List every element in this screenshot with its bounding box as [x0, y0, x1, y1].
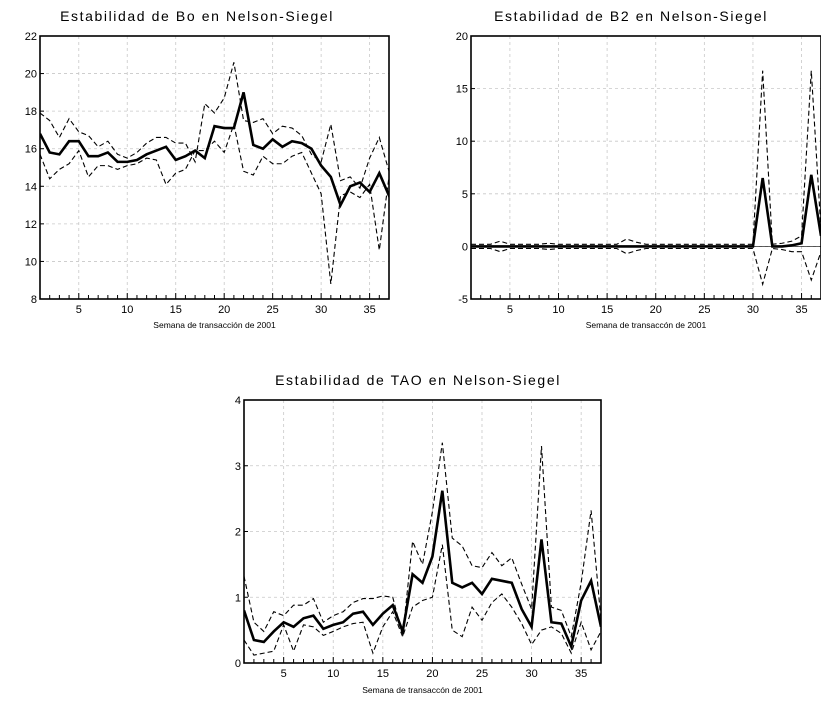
plot-frame: [39, 35, 390, 300]
x-tick-label: 10: [552, 304, 564, 316]
x-tick-label: 35: [795, 304, 807, 316]
y-tick-label: 16: [25, 144, 37, 156]
x-tick-label: 30: [315, 304, 327, 316]
x-tick-label: 15: [377, 668, 389, 680]
x-tick-label: 10: [121, 304, 133, 316]
x-axis-label: Semana de transaccón de 2001: [586, 320, 707, 330]
x-tick-label: 30: [525, 668, 537, 680]
x-axis-label: Semana de transaccón de 2001: [362, 685, 483, 695]
chart-1: 8 10 12 14 16 18 20 22 5 10 15 20 25 30 35 Estabilidad …: [25, 8, 390, 330]
x-tick-label: 25: [476, 668, 488, 680]
y-tick-label: 5: [462, 189, 468, 201]
series-line-band-1: [471, 70, 821, 245]
y-tick-label: 12: [25, 219, 37, 231]
series-line-estimate: [244, 490, 601, 651]
x-tick-label: 15: [170, 304, 182, 316]
x-tick-label: 10: [327, 668, 339, 680]
x-tick-label: 5: [281, 668, 287, 680]
chart-title: Estabilidad de Bo en Nelson-Siegel: [60, 8, 334, 24]
series-line-band-1: [244, 442, 601, 639]
series-line-band-2: [244, 544, 601, 656]
x-tick-label: 15: [601, 304, 613, 316]
y-tick-label: 1: [235, 592, 241, 604]
x-axis-label: Semana de transacción de 2001: [153, 320, 276, 330]
y-tick-label: 10: [25, 256, 37, 268]
y-tick-label: 3: [235, 461, 241, 473]
x-tick-label: 30: [747, 304, 759, 316]
chart-title: Estabilidad de TAO en Nelson-Siegel: [275, 372, 561, 388]
y-tick-label: -5: [458, 294, 468, 306]
chart-title: Estabilidad de B2 en Nelson-Siegel: [494, 8, 768, 24]
x-tick-label: 20: [218, 304, 230, 316]
series-line-band-1: [40, 62, 389, 190]
chart-2: -5 0 5 10 15 20 5 10 15 20 25 30 35 Estabilidad de B2…: [456, 8, 821, 330]
y-tick-label: 10: [456, 136, 468, 148]
y-tick-label: 18: [25, 106, 37, 118]
y-tick-label: 15: [456, 84, 468, 96]
x-tick-label: 5: [507, 304, 513, 316]
x-tick-label: 20: [650, 304, 662, 316]
x-tick-label: 5: [76, 304, 82, 316]
y-tick-label: 0: [235, 658, 241, 670]
x-tick-label: 35: [363, 304, 375, 316]
x-tick-label: 25: [267, 304, 279, 316]
y-tick-label: 2: [235, 527, 241, 539]
x-tick-label: 25: [698, 304, 710, 316]
y-tick-label: 4: [235, 395, 241, 407]
series-line-estimate: [471, 174, 821, 248]
y-tick-label: 20: [456, 31, 468, 43]
x-tick-label: 35: [575, 668, 587, 680]
y-tick-label: 0: [462, 241, 468, 253]
series-line-estimate: [40, 92, 389, 209]
series-line-band-2: [471, 247, 821, 287]
y-tick-label: 22: [25, 31, 37, 43]
series-line-band-2: [40, 122, 389, 285]
y-tick-label: 14: [25, 181, 37, 193]
x-tick-label: 20: [426, 668, 438, 680]
y-tick-label: 8: [31, 294, 37, 306]
y-tick-label: 20: [25, 69, 37, 81]
chart-3: 0 1 2 3 4 5 10 15 20 25 30 35 Estabilidad de TAO en …: [235, 372, 602, 695]
